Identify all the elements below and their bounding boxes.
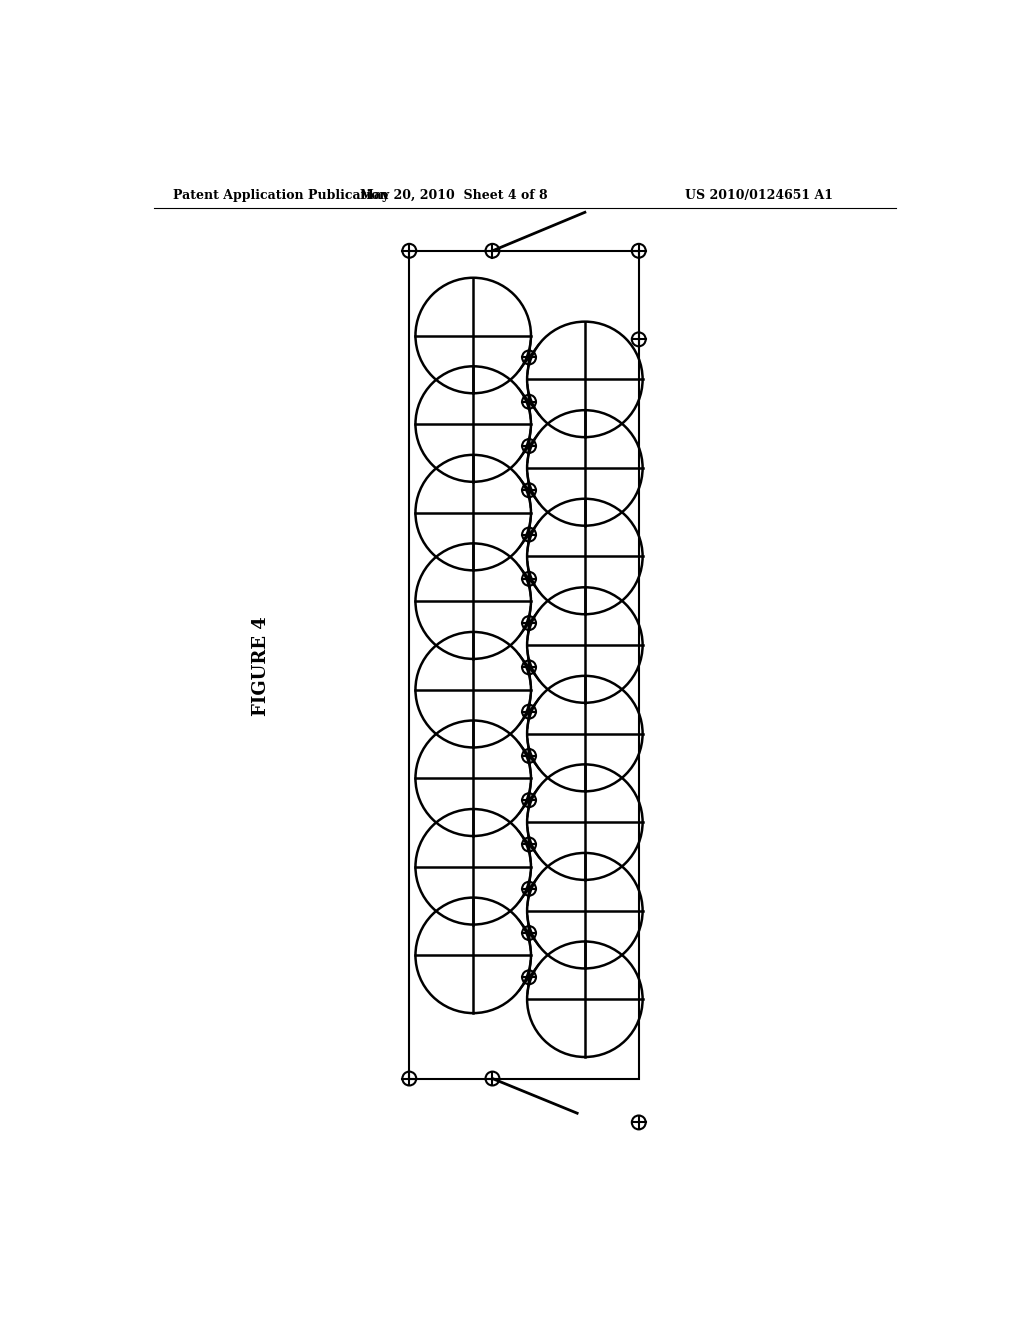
Text: Patent Application Publication: Patent Application Publication [173,189,388,202]
Text: FIGURE 4: FIGURE 4 [253,616,270,717]
Text: May 20, 2010  Sheet 4 of 8: May 20, 2010 Sheet 4 of 8 [360,189,548,202]
Bar [410,251,639,1078]
Text: US 2010/0124651 A1: US 2010/0124651 A1 [685,189,833,202]
